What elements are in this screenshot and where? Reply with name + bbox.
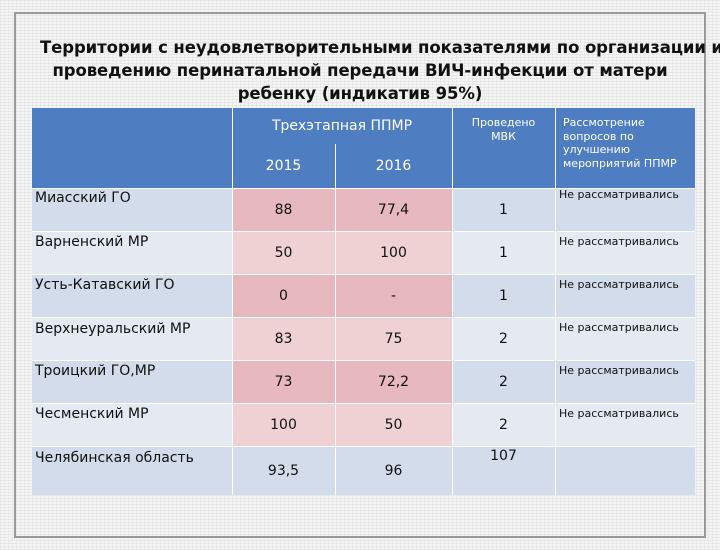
row-region-2016: 96 — [335, 446, 452, 495]
grid-line — [232, 108, 233, 495]
row-chesma-2016: 50 — [335, 403, 452, 446]
title-line-1: Территории с неудовлетворительными показ… — [40, 38, 720, 57]
row-verkhneuralsk-name: Верхнеуральский МР — [32, 317, 232, 360]
row-ust-katav-mvk: 1 — [452, 274, 555, 317]
row-troitsk-mvk: 2 — [452, 360, 555, 403]
row-miass-2015: 88 — [232, 188, 335, 231]
grid-line — [32, 317, 695, 318]
ppmr-table: Трехэтапная ППМР 2015 2016 Проведено МВК… — [32, 108, 695, 495]
row-chesma-mvk: 2 — [452, 403, 555, 446]
row-ust-katav-review: Не рассматривались — [555, 274, 695, 317]
row-verkhneuralsk-mvk: 2 — [452, 317, 555, 360]
row-region-mvk: 107 — [452, 446, 555, 495]
header-review-label: Рассмотрение вопросов по улучшению мероп… — [563, 116, 677, 170]
row-varna-2015: 50 — [232, 231, 335, 274]
slide-title: Территории с неудовлетворительными показ… — [40, 36, 720, 105]
row-miass-review: Не рассматривались — [555, 188, 695, 231]
grid-line — [32, 188, 695, 189]
row-chesma-name: Чесменский МР — [32, 403, 232, 446]
grid-line — [32, 446, 695, 447]
grid-line — [335, 144, 336, 495]
row-region-name: Челябинская область — [32, 446, 232, 495]
header-year-2016: 2016 — [335, 144, 452, 188]
grid-line — [452, 108, 453, 495]
grid-line — [32, 274, 695, 275]
row-troitsk-2015: 73 — [232, 360, 335, 403]
title-line-2: проведению перинатальной передачи ВИЧ-ин… — [52, 61, 668, 80]
header-mvk-label: Проведено МВК — [471, 116, 536, 143]
row-miass-mvk: 1 — [452, 188, 555, 231]
row-varna-mvk: 1 — [452, 231, 555, 274]
row-verkhneuralsk-2016: 75 — [335, 317, 452, 360]
row-chesma-2015: 100 — [232, 403, 335, 446]
header-territory-cell — [32, 108, 232, 188]
row-region-review — [555, 446, 695, 495]
row-miass-2016: 77,4 — [335, 188, 452, 231]
header-ppmr-group: Трехэтапная ППМР — [232, 108, 452, 144]
header-review: Рассмотрение вопросов по улучшению мероп… — [555, 108, 695, 188]
row-ust-katav-2016: - — [335, 274, 452, 317]
row-ust-katav-2015: 0 — [232, 274, 335, 317]
header-mvk: Проведено МВК — [452, 108, 555, 188]
grid-line — [32, 231, 695, 232]
title-line-3: ребенку (индикатив 95%) — [237, 84, 483, 103]
row-varna-review: Не рассматривались — [555, 231, 695, 274]
grid-line — [555, 108, 556, 495]
row-verkhneuralsk-review: Не рассматривались — [555, 317, 695, 360]
row-varna-name: Варненский МР — [32, 231, 232, 274]
row-region-2015: 93,5 — [232, 446, 335, 495]
row-chesma-review: Не рассматривались — [555, 403, 695, 446]
grid-line — [32, 360, 695, 361]
row-troitsk-name: Троицкий ГО,МР — [32, 360, 232, 403]
row-ust-katav-name: Усть-Катавский ГО — [32, 274, 232, 317]
header-year-2015: 2015 — [232, 144, 335, 188]
slide-border — [14, 12, 706, 538]
grid-line — [32, 403, 695, 404]
row-varna-2016: 100 — [335, 231, 452, 274]
row-troitsk-review: Не рассматривались — [555, 360, 695, 403]
row-miass-name: Миасский ГО — [32, 188, 232, 231]
row-verkhneuralsk-2015: 83 — [232, 317, 335, 360]
row-troitsk-2016: 72,2 — [335, 360, 452, 403]
